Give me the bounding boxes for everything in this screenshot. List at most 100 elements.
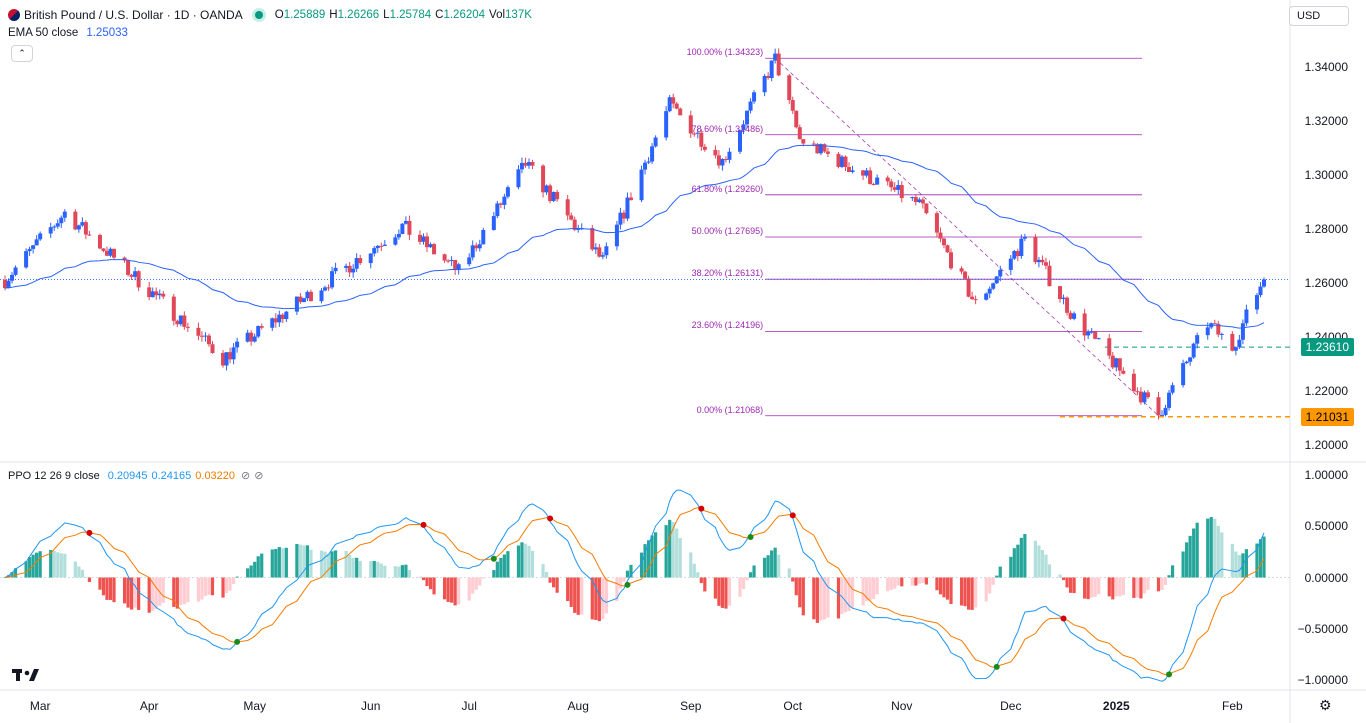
month-label: Sep <box>680 699 702 713</box>
ppo-hist-bar <box>383 565 387 578</box>
ppo-hist-bar <box>724 577 728 609</box>
settings-icon[interactable]: ⚙ <box>1319 697 1332 713</box>
candle-down <box>843 156 848 167</box>
ppo-hist-bar <box>428 577 433 590</box>
ppo-hist-bar <box>1160 577 1164 591</box>
candle-down <box>407 220 412 235</box>
ppo-hist-bar <box>527 545 531 578</box>
candle-down <box>199 335 204 337</box>
candle-up <box>10 274 15 281</box>
ppo-hist-bar <box>868 577 872 601</box>
candle-up <box>495 203 500 217</box>
tradingview-logo[interactable] <box>12 667 40 688</box>
candle-up <box>1195 335 1200 344</box>
ppo-hist-bar <box>372 561 376 578</box>
ppo-hist-bar <box>3 577 7 578</box>
bullish-cross-marker <box>234 638 241 645</box>
month-label: 2025 <box>1102 699 1130 713</box>
candle-down <box>822 144 827 152</box>
ppo-signal-line <box>4 507 1265 676</box>
bullish-cross-marker <box>490 555 497 562</box>
candle-up <box>1184 361 1189 364</box>
hidden-icon[interactable]: ⊘ <box>241 470 251 482</box>
candle-down <box>811 143 816 145</box>
ppo-hist-bar <box>748 572 753 578</box>
candle-down <box>920 199 925 204</box>
ppo-tick-label: −0.50000 <box>1297 621 1348 636</box>
ppo-hist-bar <box>1016 544 1020 578</box>
ppo-hist-bar <box>696 572 700 578</box>
ppo-hist-bar <box>840 577 844 614</box>
ohlc-l: L1.25784 <box>383 9 432 21</box>
ppo-hist-bar <box>1009 556 1013 578</box>
candle-down <box>945 245 950 253</box>
ppo-hist-bar <box>87 577 92 582</box>
candle-down <box>787 75 792 101</box>
candle-down <box>206 335 211 345</box>
candle-down <box>1212 323 1217 325</box>
ppo-hist-bar <box>1142 577 1147 594</box>
candle-down <box>358 258 363 264</box>
candle-down <box>702 146 707 150</box>
candle-up <box>1233 347 1238 351</box>
candle-up <box>614 224 619 247</box>
ppo-legend[interactable]: PPO 12 26 9 close 0.20945 0.24165 0.0322… <box>8 469 264 483</box>
ppo-hist-bar <box>812 577 816 620</box>
ppo-hist-bar <box>467 577 471 601</box>
ppo-hist-bar <box>1262 536 1266 578</box>
candle-up <box>748 101 753 111</box>
fib-level-label: 78.60% (1.31486) <box>691 123 764 134</box>
collapse-legend-button[interactable]: ⌃ <box>11 45 33 62</box>
candle-up <box>351 268 356 273</box>
ppo-hist-bar <box>298 544 303 578</box>
ema-legend[interactable]: EMA 50 close 1.25033 <box>8 27 128 39</box>
candle-down <box>766 75 771 78</box>
candle-up <box>773 53 778 61</box>
ppo-hist-bar <box>1170 565 1175 578</box>
ppo-hist-bar <box>703 577 707 592</box>
candle-down <box>621 212 626 219</box>
ohlc-c: C1.26204 <box>435 9 486 21</box>
ppo-hist-bar <box>295 543 299 578</box>
ppo-hist-bar <box>228 577 232 591</box>
ppo-hist-bar <box>910 577 914 586</box>
ppo-hist-bar <box>492 570 496 578</box>
candle-up <box>1008 258 1013 270</box>
ppo-hist-bar <box>495 561 499 578</box>
ppo-tick-label: −1.00000 <box>1297 672 1348 687</box>
candle-down <box>899 185 904 199</box>
candle-up <box>653 137 658 147</box>
ppo-hist-bar <box>516 545 521 578</box>
symbol-title[interactable]: British Pound / U.S. Dollar · 1D · OANDA <box>24 8 243 22</box>
candle-down <box>1131 373 1136 392</box>
ppo-hist-bar <box>1244 549 1249 578</box>
ppo-hist-bar <box>1255 543 1259 578</box>
ppo-hist-bar <box>692 563 696 578</box>
ppo-hist-bar <box>1156 577 1161 592</box>
candle-up <box>695 132 700 134</box>
ppo-hist-bar <box>221 577 225 598</box>
ppo-hist-bar <box>112 577 116 603</box>
ppo-hist-bar <box>256 556 260 578</box>
ppo-hist-bar <box>639 552 644 578</box>
candle-up <box>59 217 64 224</box>
candle-down <box>938 232 943 239</box>
candle-down <box>924 203 929 214</box>
price-tag: 1.21031 <box>1300 407 1354 426</box>
bullish-cross-marker <box>993 663 1000 670</box>
ppo-hist-bar <box>791 577 795 582</box>
ppo-hist-bar <box>777 554 781 578</box>
ppo-hist-bar <box>794 577 798 596</box>
month-label: Jun <box>361 699 381 713</box>
currency-selector[interactable]: USD <box>1289 6 1349 26</box>
candle-up <box>449 259 454 261</box>
ppo-hist-bar <box>689 552 693 578</box>
ppo-hist-bar <box>333 550 338 578</box>
candle-down <box>196 327 201 336</box>
candle-up <box>593 247 598 250</box>
hidden-icon[interactable]: ⊘ <box>254 470 264 482</box>
ppo-hist-bar <box>161 577 165 603</box>
ppo-hist-bar <box>499 557 503 578</box>
candle-up <box>157 293 162 296</box>
